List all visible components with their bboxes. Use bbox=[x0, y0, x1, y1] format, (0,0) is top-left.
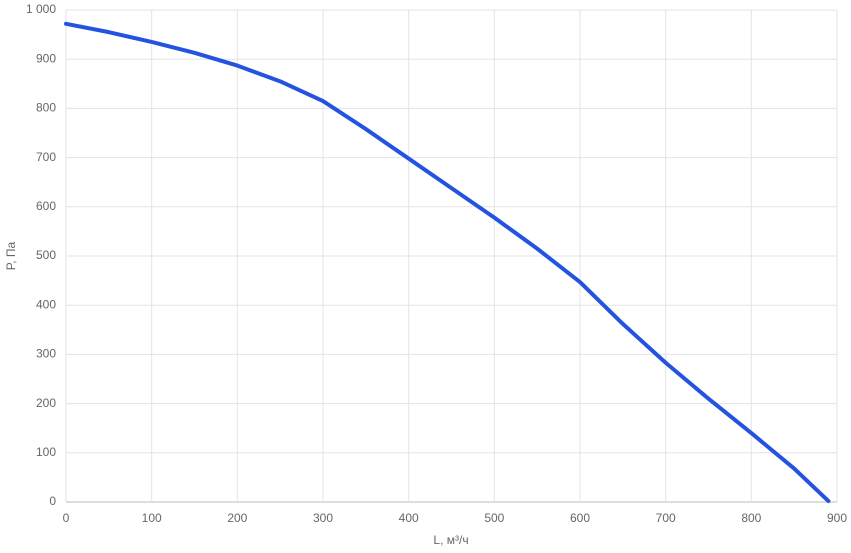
x-tick-label: 800 bbox=[741, 511, 761, 525]
y-tick-label: 0 bbox=[49, 494, 56, 508]
x-tick-label: 700 bbox=[656, 511, 676, 525]
x-tick-label: 200 bbox=[227, 511, 247, 525]
x-tick-label: 100 bbox=[142, 511, 162, 525]
x-tick-label: 400 bbox=[399, 511, 419, 525]
y-tick-label: 900 bbox=[36, 51, 56, 65]
line-series bbox=[64, 21, 831, 504]
x-tick-label: 600 bbox=[570, 511, 590, 525]
x-tick-label: 500 bbox=[484, 511, 504, 525]
x-tick-label: 900 bbox=[827, 511, 847, 525]
x-tick-label: 0 bbox=[63, 511, 70, 525]
y-tick-label: 400 bbox=[36, 297, 56, 311]
x-axis-label: L, м³/ч bbox=[433, 533, 468, 547]
y-tick-label: 100 bbox=[36, 445, 56, 459]
y-tick-label: 800 bbox=[36, 101, 56, 115]
y-tick-label: 200 bbox=[36, 396, 56, 410]
y-tick-label: 500 bbox=[36, 248, 56, 262]
y-tick-label: 700 bbox=[36, 150, 56, 164]
y-tick-label: 300 bbox=[36, 347, 56, 361]
y-axis-label: P, Па bbox=[4, 241, 18, 270]
x-tick-label: 300 bbox=[313, 511, 333, 525]
y-tick-label: 600 bbox=[36, 199, 56, 213]
y-tick-label: 1 000 bbox=[26, 2, 56, 16]
